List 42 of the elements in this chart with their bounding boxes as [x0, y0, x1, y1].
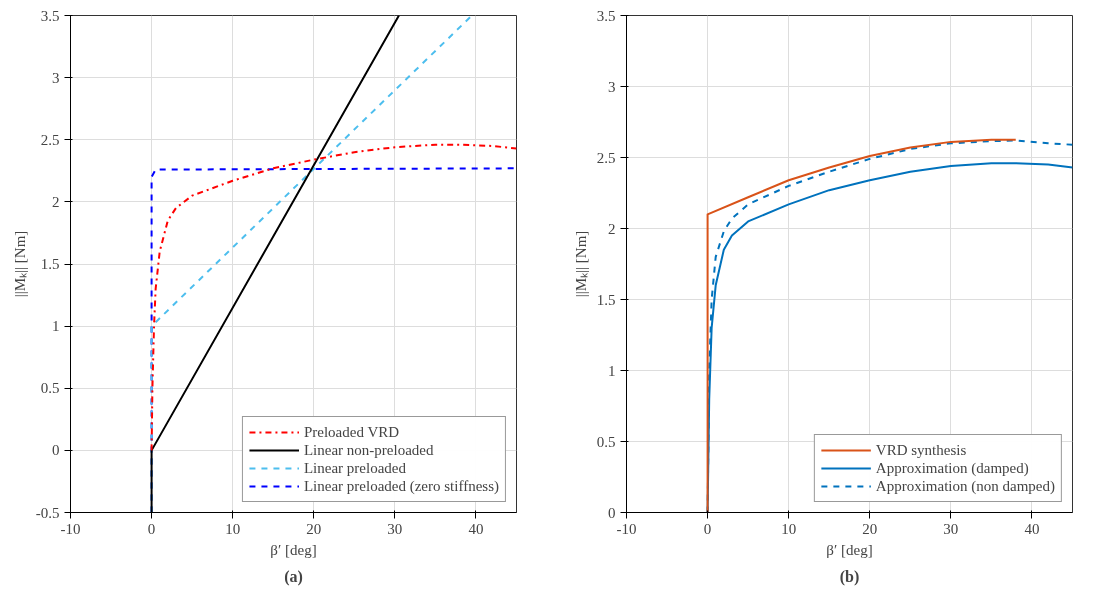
- x-tick-label: 30: [387, 520, 403, 537]
- y-tick-label: 2: [608, 220, 616, 237]
- x-tick-label: 40: [468, 520, 484, 537]
- x-tick-label: 30: [943, 520, 959, 537]
- y-tick-label: 1: [608, 362, 616, 379]
- y-tick-label: 1: [52, 318, 60, 335]
- legend-label: VRD synthesis: [875, 441, 967, 459]
- x-tick-label: 10: [225, 520, 241, 537]
- x-tick-label: 20: [306, 520, 322, 537]
- legend-label: Approximation (damped): [875, 459, 1029, 477]
- legend-label: Linear preloaded: [303, 459, 406, 477]
- x-tick-label: -10: [60, 520, 81, 537]
- text: (b): [839, 567, 860, 586]
- x-tick-label: 20: [862, 520, 878, 537]
- x-tick-label: 0: [703, 520, 712, 537]
- y-tick-label: 2.5: [40, 131, 60, 148]
- x-axis-title: β′ [deg]: [270, 541, 317, 558]
- y-tick-label: 0.5: [40, 380, 60, 397]
- x-tick-label: 0: [147, 520, 156, 537]
- y-tick-label: 3: [608, 78, 616, 95]
- y-tick-label: 0: [608, 504, 616, 521]
- y-tick-label: 1.5: [596, 291, 616, 308]
- text: (a): [284, 567, 303, 586]
- y-tick-label: 3.5: [596, 7, 616, 24]
- x-tick-label: 40: [1024, 520, 1040, 537]
- legend-label: Linear non-preloaded: [303, 441, 434, 459]
- y-axis-title: ||Mₖ|| [Nm]: [11, 230, 28, 298]
- y-axis-title: ||Mₖ|| [Nm]: [572, 230, 589, 298]
- y-tick-label: -0.5: [35, 504, 60, 521]
- legend-label: Linear preloaded (zero stiffness): [303, 477, 499, 495]
- x-axis-title: β′ [deg]: [826, 541, 873, 558]
- legend-label: Approximation (non damped): [875, 477, 1055, 495]
- y-tick-label: 2.5: [596, 149, 616, 166]
- y-tick-label: 0: [52, 442, 60, 459]
- y-tick-label: 3.5: [40, 7, 60, 24]
- y-tick-label: 1.5: [40, 256, 60, 272]
- y-tick-label: 3: [52, 69, 60, 86]
- y-tick-label: 0.5: [596, 433, 616, 450]
- y-tick-label: 2: [52, 193, 60, 210]
- x-tick-label: -10: [616, 520, 637, 537]
- legend-label: Preloaded VRD: [303, 423, 400, 441]
- x-tick-label: 10: [781, 520, 797, 537]
